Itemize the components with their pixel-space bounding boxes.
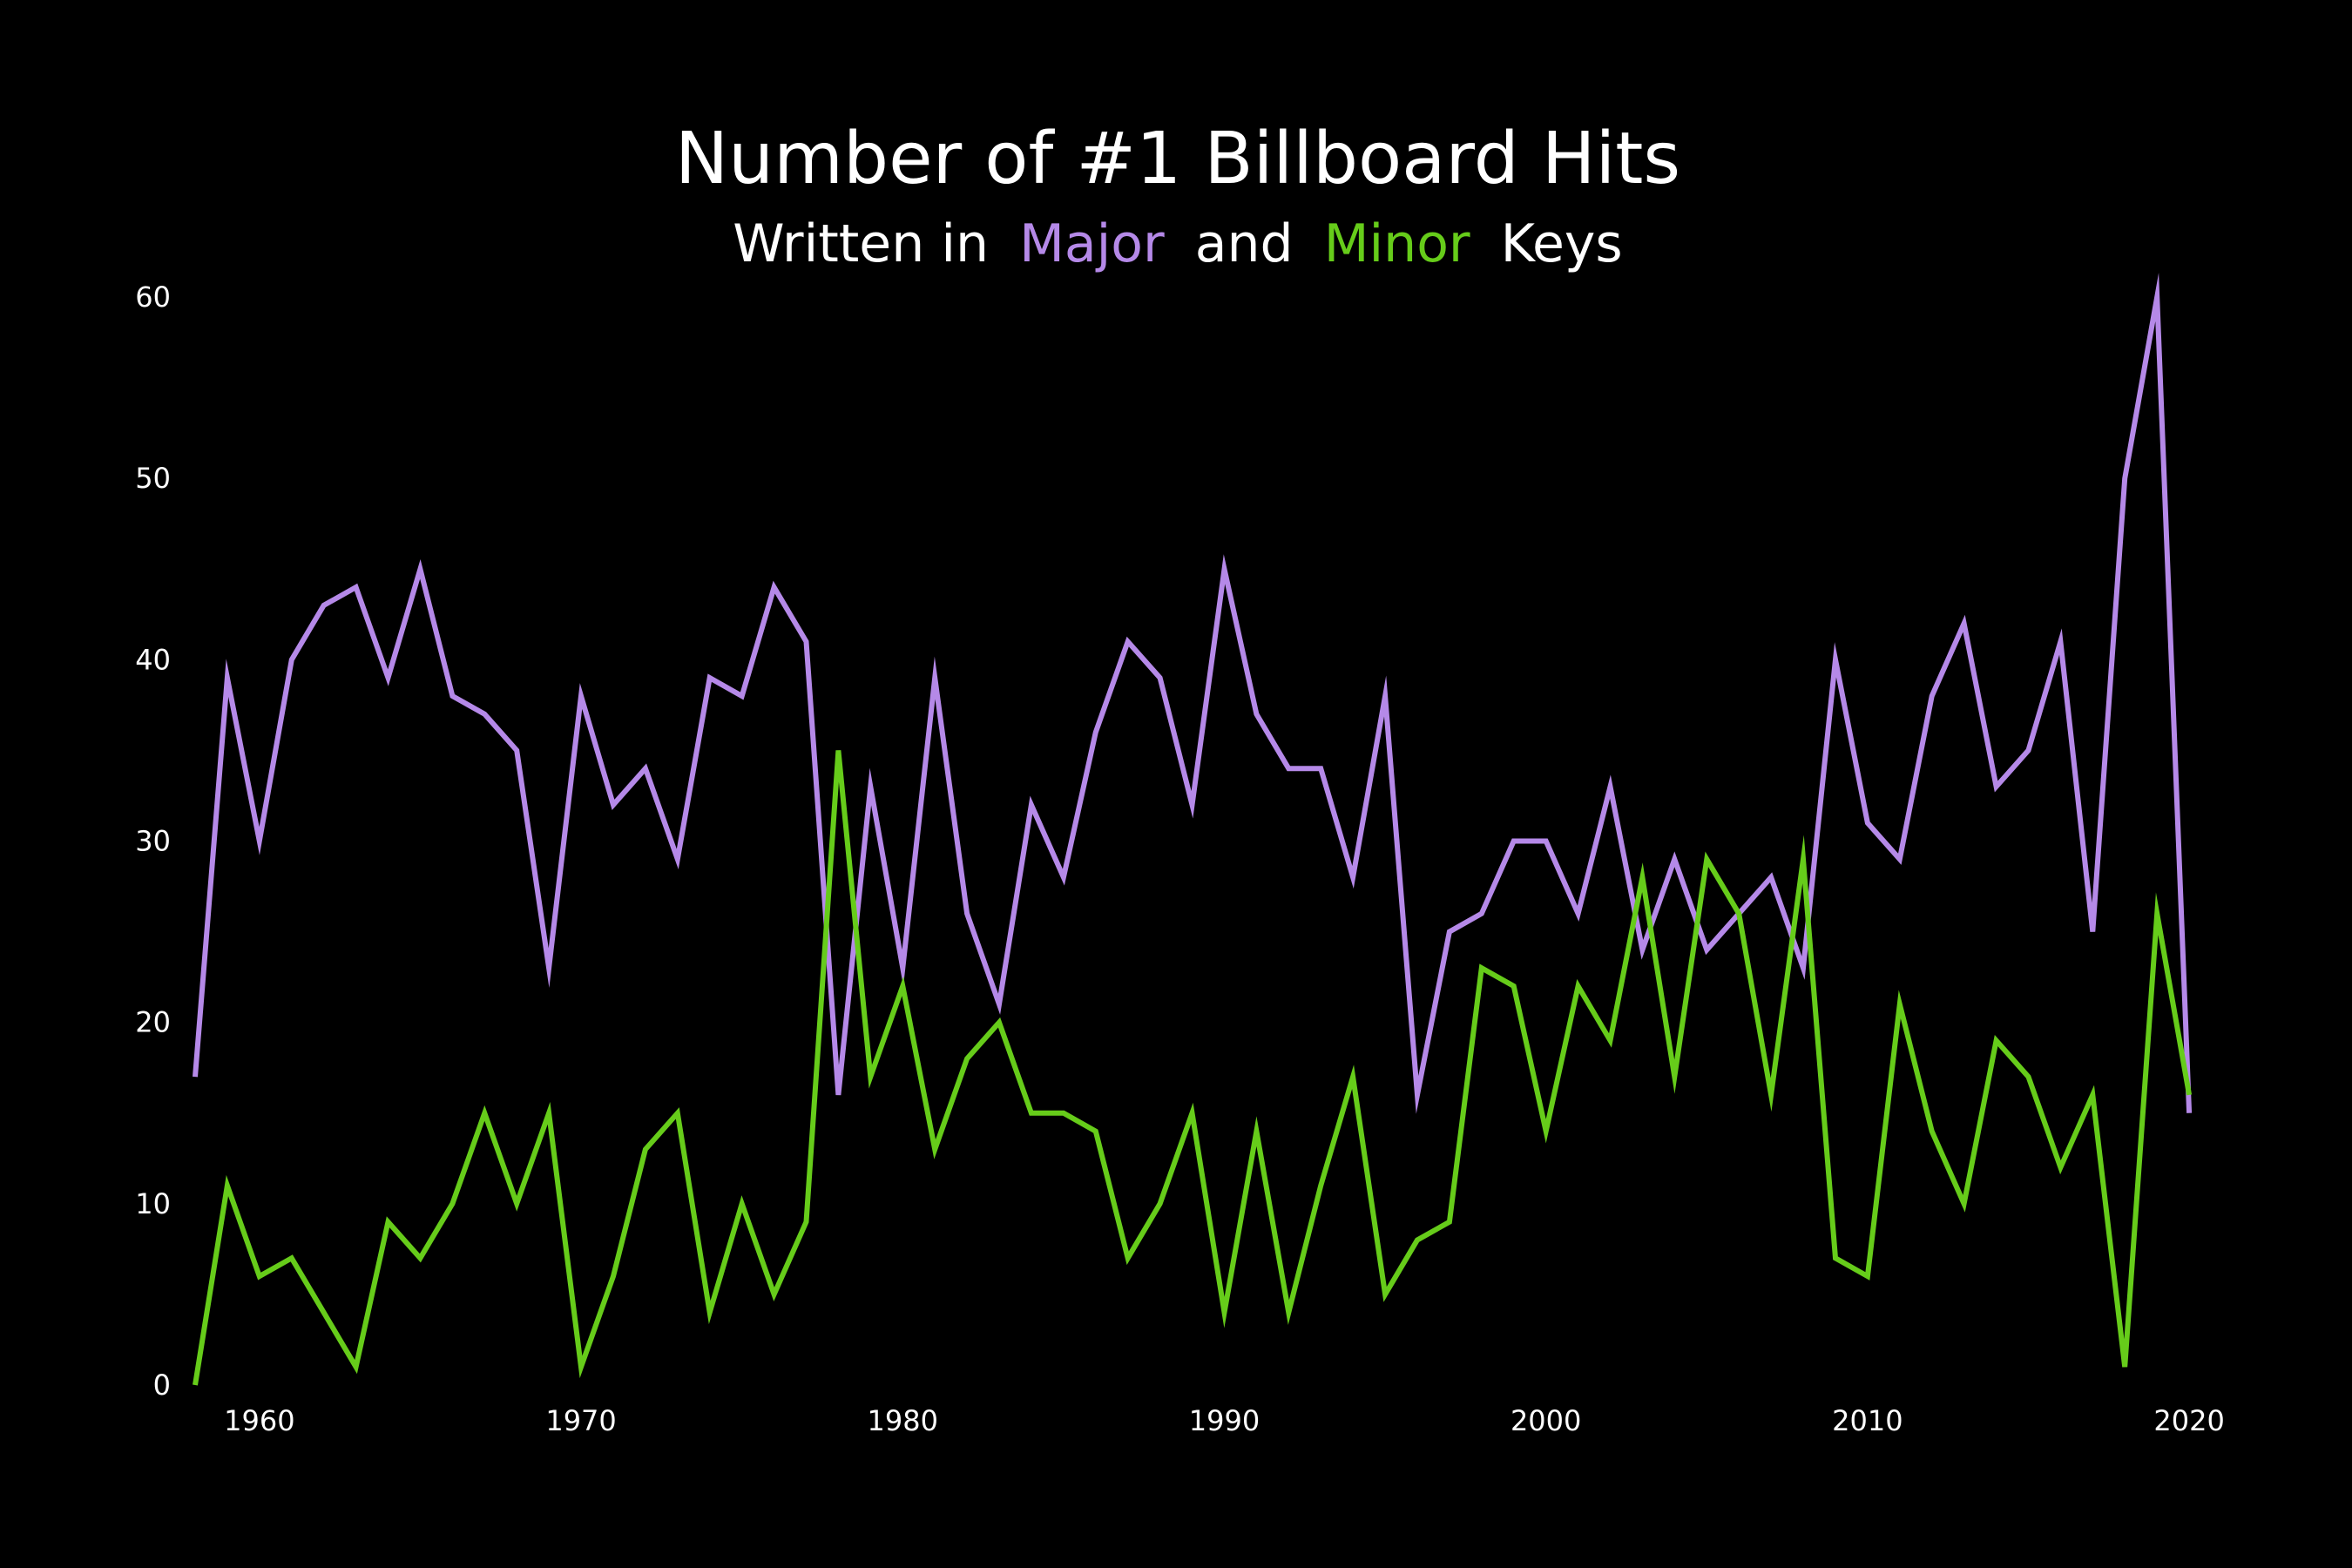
x-tick-label: 1960: [224, 1404, 294, 1437]
subtitle-major-word: Major: [1019, 213, 1165, 274]
y-tick-label: 0: [153, 1369, 171, 1402]
chart-subtitle: Written in Major and Minor Keys: [733, 213, 1622, 274]
subtitle-minor-word: Minor: [1324, 213, 1470, 274]
series-line-major: [193, 273, 2193, 1114]
x-tick-label: 1980: [868, 1404, 938, 1437]
x-tick-label: 1970: [545, 1404, 616, 1437]
y-tick-label: 20: [135, 1006, 171, 1039]
y-tick-label: 50: [135, 462, 171, 495]
subtitle-connector: and: [1195, 213, 1294, 274]
x-tick-label: 2010: [1832, 1404, 1903, 1437]
x-tick-label: 2020: [2153, 1404, 2224, 1437]
series-line-minor: [193, 750, 2193, 1386]
chart-title: Number of #1 Billboard Hits: [675, 118, 1680, 200]
subtitle-prefix: Written in: [733, 213, 989, 274]
y-tick-label: 60: [135, 280, 171, 314]
y-tick-label: 30: [135, 825, 171, 858]
x-tick-label: 2000: [1511, 1404, 1581, 1437]
subtitle-suffix: Keys: [1501, 213, 1623, 274]
x-axis-ticks: 1960 1970 1980 1990 2000 2010 2020: [224, 1404, 2225, 1437]
series-lines: [193, 273, 2193, 1386]
x-tick-label: 1990: [1189, 1404, 1260, 1437]
y-tick-label: 40: [135, 643, 171, 676]
y-tick-label: 10: [135, 1187, 171, 1220]
y-axis-ticks: 0 10 20 30 40 50 60: [135, 280, 171, 1402]
